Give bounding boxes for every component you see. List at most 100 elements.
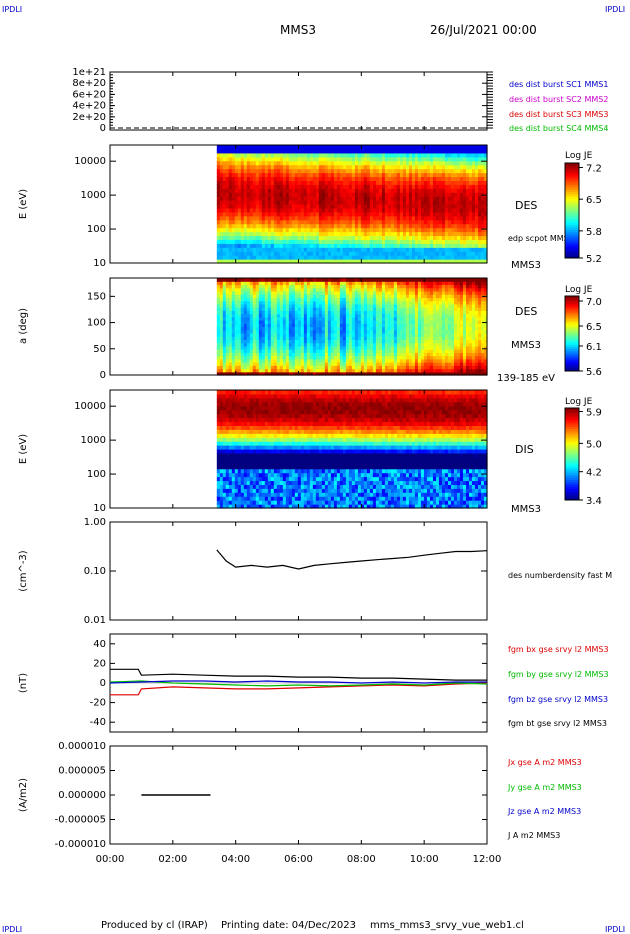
heatmap-cell <box>360 329 365 334</box>
heatmap-cell <box>222 362 227 366</box>
heatmap-cell <box>378 235 383 240</box>
heatmap-cell <box>336 188 341 193</box>
heatmap-cell <box>375 342 380 347</box>
heatmap-cell <box>414 290 419 295</box>
heatmap-cell <box>381 320 386 324</box>
heatmap-cell <box>312 231 317 237</box>
heatmap-cell <box>426 148 431 154</box>
heatmap-cell <box>390 349 395 353</box>
heatmap-cell <box>228 339 233 344</box>
heatmap-cell <box>405 320 410 324</box>
heatmap-cell <box>366 278 371 282</box>
heatmap-cell <box>375 176 380 181</box>
heatmap-cell <box>297 307 302 311</box>
heatmap-cell <box>396 300 401 305</box>
heatmap-cell <box>270 251 275 256</box>
heatmap-cell <box>303 371 308 376</box>
heatmap-cell <box>255 192 260 197</box>
heatmap-cell <box>414 326 419 331</box>
heatmap-cell <box>282 358 287 363</box>
heatmap-cell <box>225 168 230 174</box>
heatmap-cell <box>393 255 398 260</box>
heatmap-cell <box>390 307 395 311</box>
heatmap-cell <box>414 371 419 376</box>
heatmap-cell <box>300 259 305 264</box>
heatmap-cell <box>330 310 335 315</box>
heatmap-cell <box>252 313 257 318</box>
heatmap-cell <box>387 188 392 193</box>
heatmap-cell <box>288 349 293 353</box>
des-energy-colorbar-swatch <box>565 174 579 178</box>
heatmap-cell <box>375 297 380 302</box>
heatmap-cell <box>276 219 281 225</box>
heatmap-cell <box>264 332 269 337</box>
heatmap-cell <box>336 284 341 289</box>
heatmap-cell <box>252 339 257 344</box>
heatmap-cell <box>423 345 428 350</box>
heatmap-cell <box>484 168 488 174</box>
heatmap-cell <box>363 247 368 252</box>
heatmap-cell <box>336 227 341 233</box>
heatmap-cell <box>297 259 302 264</box>
heatmap-cell <box>342 365 347 370</box>
heatmap-cell <box>222 284 227 289</box>
heatmap-cell <box>444 207 449 213</box>
heatmap-cell <box>324 320 329 324</box>
heatmap-cell <box>276 284 281 289</box>
heatmap-cell <box>447 156 452 162</box>
heatmap-cell <box>270 160 275 166</box>
heatmap-cell <box>255 294 260 298</box>
heatmap-cell <box>258 168 263 174</box>
heatmap-cell <box>372 219 377 225</box>
heatmap-cell <box>354 145 359 150</box>
heatmap-cell <box>474 148 479 154</box>
heatmap-cell <box>252 207 257 213</box>
heatmap-cell <box>306 284 311 289</box>
heatmap-cell <box>324 342 329 347</box>
heatmap-cell <box>291 284 296 289</box>
heatmap-cell <box>468 219 473 225</box>
heatmap-cell <box>321 145 326 150</box>
heatmap-cell <box>351 247 356 252</box>
heatmap-cell <box>411 180 416 185</box>
heatmap-cell <box>390 180 395 185</box>
heatmap-cell <box>336 352 341 357</box>
heatmap-cell <box>357 342 362 347</box>
heatmap-cell <box>258 339 263 344</box>
heatmap-cell <box>471 164 476 170</box>
heatmap-cell <box>402 251 407 256</box>
heatmap-cell <box>234 281 239 286</box>
heatmap-cell <box>462 243 467 248</box>
heatmap-cell <box>384 300 389 305</box>
heatmap-cell <box>270 188 275 193</box>
heatmap-cell <box>327 281 332 286</box>
heatmap-cell <box>309 211 314 217</box>
heatmap-cell <box>396 290 401 295</box>
heatmap-cell <box>237 215 242 221</box>
heatmap-cell <box>481 239 485 244</box>
heatmap-cell <box>414 320 419 324</box>
heatmap-cell <box>378 196 383 201</box>
heatmap-cell <box>255 329 260 334</box>
heatmap-cell <box>393 290 398 295</box>
heatmap-cell <box>324 180 329 185</box>
heatmap-cell <box>423 215 428 221</box>
heatmap-cell <box>324 160 329 166</box>
heatmap-cell <box>234 219 239 225</box>
heatmap-cell <box>339 176 344 181</box>
heatmap-cell <box>336 196 341 201</box>
heatmap-cell <box>303 339 308 344</box>
heatmap-cell <box>279 207 284 213</box>
heatmap-cell <box>351 251 356 256</box>
heatmap-cell <box>279 349 284 353</box>
heatmap-cell <box>399 290 404 295</box>
heatmap-cell <box>481 207 485 213</box>
heatmap-cell <box>297 365 302 370</box>
heatmap-cell <box>243 281 248 286</box>
heatmap-cell <box>384 365 389 370</box>
heatmap-cell <box>288 255 293 260</box>
heatmap-cell <box>216 365 221 370</box>
heatmap-cell <box>279 231 284 237</box>
heatmap-cell <box>465 172 470 178</box>
heatmap-cell <box>312 368 317 373</box>
